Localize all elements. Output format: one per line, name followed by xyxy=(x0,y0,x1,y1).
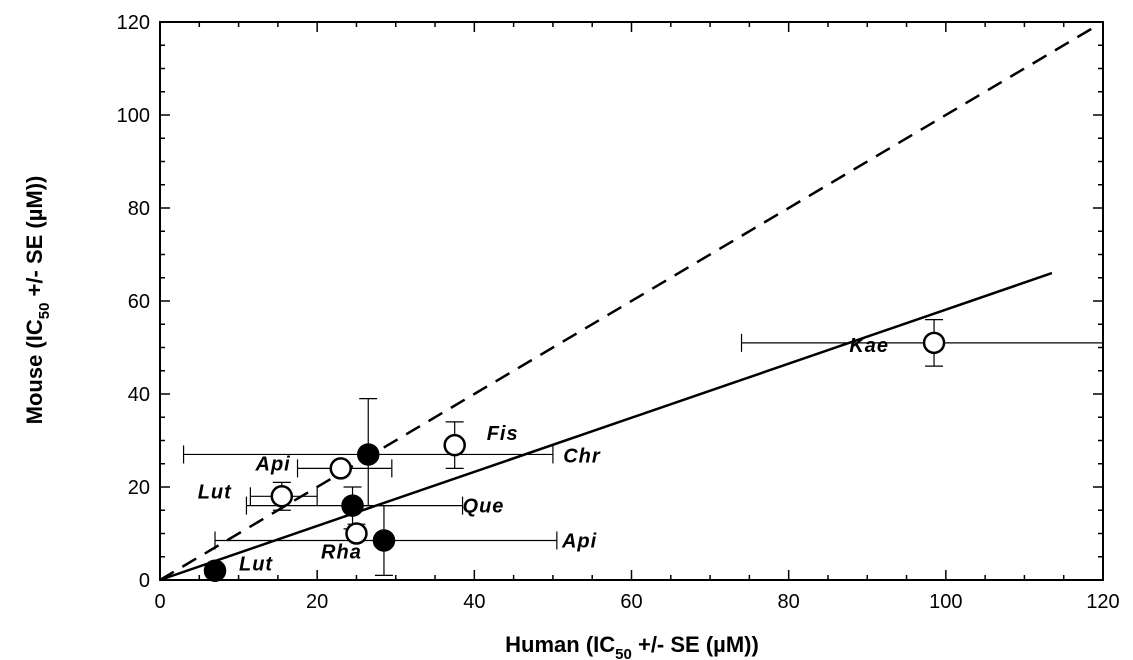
filled-data-point xyxy=(203,559,227,582)
y-tick-label: 120 xyxy=(117,12,150,34)
y-tick-label: 60 xyxy=(128,291,150,313)
x-axis-title: Human (IC50 +/- SE (µM)) xyxy=(505,632,759,660)
x-tick-label: 40 xyxy=(463,591,485,613)
x-tick-label: 100 xyxy=(929,591,962,613)
y-tick-label: 0 xyxy=(139,570,150,592)
x-tick-label: 20 xyxy=(306,591,328,613)
point-label: Lut xyxy=(239,554,273,576)
x-tick-label: 60 xyxy=(620,591,642,613)
x-tick-label: 0 xyxy=(154,591,165,613)
filled-data-point xyxy=(372,529,396,552)
point-label: Api xyxy=(255,453,291,475)
identity-line xyxy=(159,25,1096,582)
open-data-point xyxy=(345,522,368,545)
y-tick-label: 80 xyxy=(128,198,150,220)
open-data-point xyxy=(443,433,466,457)
x-tick-label: 80 xyxy=(778,591,800,613)
regression-line xyxy=(159,271,1053,582)
y-tick-label: 20 xyxy=(128,477,150,499)
point-label: Api xyxy=(561,530,597,552)
point-label: Lut xyxy=(198,481,232,503)
point-label: Que xyxy=(463,496,505,518)
point-label: Rha xyxy=(321,542,362,564)
open-data-point xyxy=(329,457,352,480)
open-data-point xyxy=(270,485,294,508)
y-tick-label: 100 xyxy=(117,105,150,127)
filled-data-point xyxy=(341,494,364,517)
x-tick-label: 120 xyxy=(1086,591,1119,613)
plot-area: 0 20 40 60 80 100 120 0 20 40 60 80 100 120 Kae Fis Api L… xyxy=(117,12,1120,613)
open-data-point xyxy=(922,331,946,355)
point-label: Chr xyxy=(563,445,601,467)
y-axis-title: Mouse (IC50 +/- SE (µM)) xyxy=(22,176,53,425)
point-label: Kae xyxy=(849,335,889,357)
point-label: Fis xyxy=(487,423,519,445)
y-tick-label: 40 xyxy=(128,384,150,406)
filled-data-point xyxy=(356,443,380,466)
